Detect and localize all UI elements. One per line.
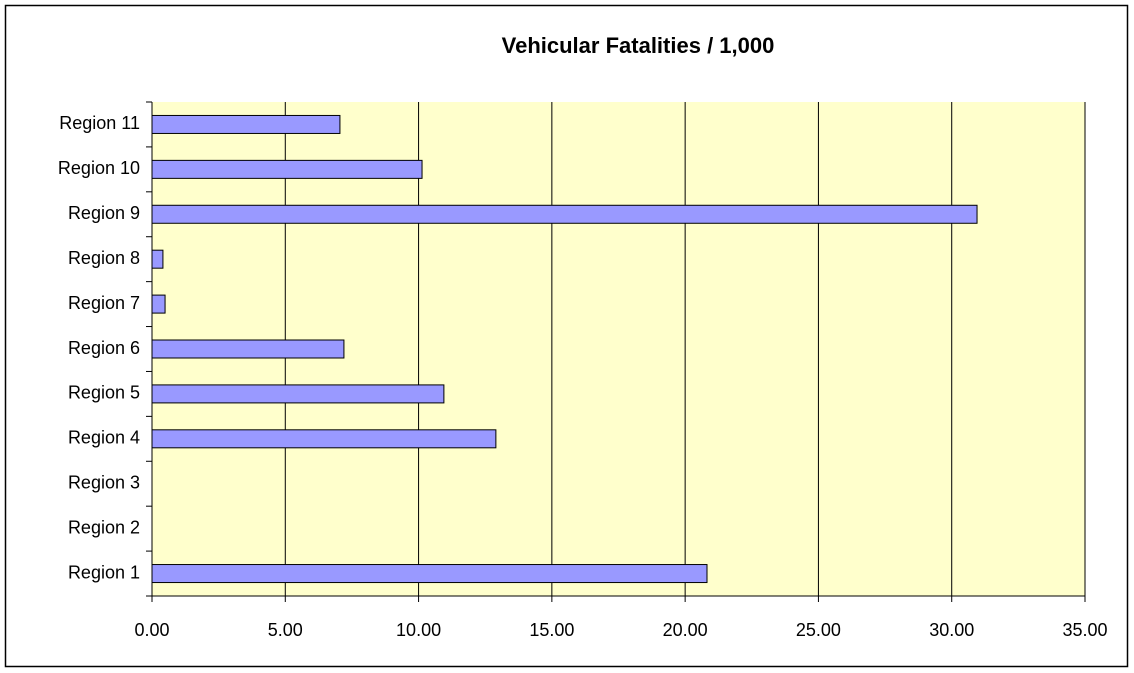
bar [151, 564, 708, 584]
y-tick-label: Region 5 [68, 383, 140, 403]
y-tick-label: Region 9 [68, 203, 140, 223]
x-tick-label: 0.00 [134, 620, 169, 640]
bar [151, 249, 164, 269]
y-tick-label: Region 10 [58, 158, 140, 178]
bar [151, 429, 497, 449]
x-tick-label: 30.00 [929, 620, 974, 640]
x-tick-label: 25.00 [796, 620, 841, 640]
y-tick-label: Region 6 [68, 338, 140, 358]
chart-title: Vehicular Fatalities / 1,000 [502, 33, 775, 58]
y-tick-label: Region 7 [68, 293, 140, 313]
x-tick-label: 35.00 [1062, 620, 1107, 640]
y-tick-label: Region 2 [68, 517, 140, 537]
bar [151, 204, 978, 224]
y-tick-label: Region 3 [68, 472, 140, 492]
x-tick-label: 20.00 [663, 620, 708, 640]
y-tick-label: Region 1 [68, 562, 140, 582]
x-tick-label: 15.00 [529, 620, 574, 640]
x-tick-label: 5.00 [268, 620, 303, 640]
bar [151, 114, 341, 134]
bar [151, 159, 423, 179]
bar [151, 384, 445, 404]
bar [151, 294, 166, 314]
y-tick-label: Region 8 [68, 248, 140, 268]
bar [151, 339, 345, 359]
y-tick-label: Region 11 [59, 113, 140, 133]
y-tick-label: Region 4 [68, 428, 140, 448]
x-tick-label: 10.00 [396, 620, 441, 640]
